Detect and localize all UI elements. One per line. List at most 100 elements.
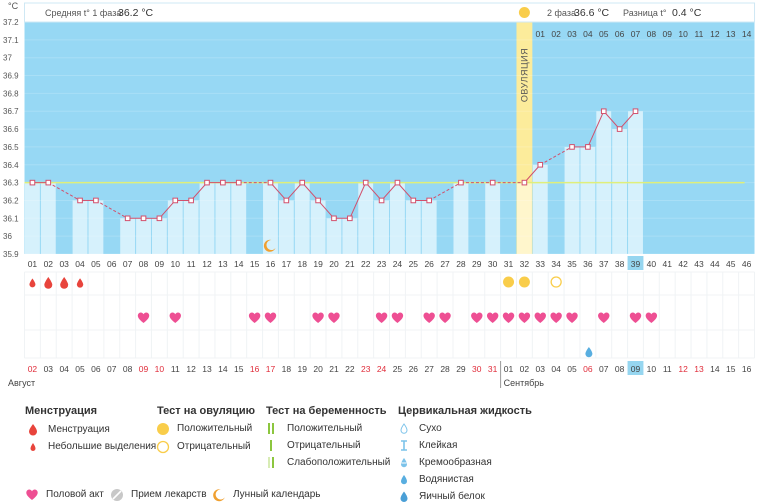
cycle-day-label[interactable]: 20	[329, 259, 339, 269]
date-label[interactable]: 27	[424, 364, 434, 374]
cycle-day-label[interactable]: 45	[726, 259, 736, 269]
intercourse-heart[interactable]	[312, 312, 324, 323]
date-label[interactable]: 25	[393, 364, 403, 374]
cycle-day-label[interactable]: 25	[409, 259, 419, 269]
cycle-day-label[interactable]: 44	[710, 259, 720, 269]
cervical-watery-drop[interactable]	[585, 347, 593, 358]
date-label[interactable]: 05	[567, 364, 577, 374]
cycle-day-label[interactable]: 27	[440, 259, 450, 269]
intercourse-heart[interactable]	[328, 312, 340, 323]
date-label[interactable]: 18	[282, 364, 292, 374]
cycle-day-label[interactable]: 32	[520, 259, 530, 269]
cycle-day-label[interactable]: 09	[155, 259, 165, 269]
date-label[interactable]: 26	[409, 364, 419, 374]
intercourse-heart[interactable]	[248, 312, 261, 323]
cycle-day-label[interactable]: 28	[456, 259, 466, 269]
intercourse-heart[interactable]	[629, 312, 642, 323]
intercourse-heart[interactable]	[550, 312, 562, 323]
date-label[interactable]: 22	[345, 364, 355, 374]
date-label[interactable]: 20	[313, 364, 323, 374]
menstruation-drop[interactable]	[29, 278, 36, 288]
intercourse-heart[interactable]	[471, 312, 483, 323]
intercourse-heart[interactable]	[502, 312, 515, 323]
date-label[interactable]: 02	[520, 364, 530, 374]
cycle-day-label[interactable]: 04	[75, 259, 85, 269]
date-label[interactable]: 12	[678, 364, 688, 374]
date-label[interactable]: 16	[250, 364, 260, 374]
date-label[interactable]: 07	[599, 364, 609, 374]
cycle-day-label[interactable]: 17	[282, 259, 292, 269]
date-label[interactable]: 11	[663, 364, 672, 374]
date-label[interactable]: 03	[44, 364, 54, 374]
menstruation-drop[interactable]	[76, 278, 84, 288]
date-label[interactable]: 29	[456, 364, 466, 374]
intercourse-heart[interactable]	[375, 312, 388, 323]
date-label[interactable]: 02	[28, 364, 38, 374]
cycle-day-label[interactable]: 34	[551, 259, 561, 269]
date-label[interactable]: 15	[726, 364, 736, 374]
date-label[interactable]: 15	[234, 364, 244, 374]
date-label[interactable]: 03	[536, 364, 546, 374]
date-label[interactable]: 30	[472, 364, 482, 374]
cycle-day-label[interactable]: 19	[313, 259, 323, 269]
intercourse-heart[interactable]	[137, 312, 150, 323]
date-label[interactable]: 11	[171, 364, 180, 374]
date-label[interactable]: 21	[329, 364, 339, 374]
date-label[interactable]: 13	[694, 364, 704, 374]
cycle-day-label[interactable]: 38	[615, 259, 625, 269]
cycle-day-label[interactable]: 06	[107, 259, 117, 269]
date-label[interactable]: 10	[155, 364, 165, 374]
cycle-day-label[interactable]: 36	[583, 259, 593, 269]
cycle-day-label[interactable]: 30	[488, 259, 498, 269]
cycle-day-label[interactable]: 31	[504, 259, 514, 269]
cycle-day-label[interactable]: 37	[599, 259, 609, 269]
intercourse-heart[interactable]	[486, 312, 499, 323]
date-label[interactable]: 10	[647, 364, 657, 374]
intercourse-heart[interactable]	[566, 312, 578, 323]
cycle-day-label[interactable]: 26	[424, 259, 434, 269]
date-label[interactable]: 16	[742, 364, 752, 374]
cycle-day-label[interactable]: 18	[297, 259, 307, 269]
date-label[interactable]: 06	[91, 364, 101, 374]
cycle-day-label[interactable]: 22	[361, 259, 371, 269]
cycle-day-label[interactable]: 21	[345, 259, 355, 269]
menstruation-drop[interactable]	[60, 277, 69, 289]
intercourse-heart[interactable]	[439, 312, 451, 323]
cycle-day-label[interactable]: 02	[44, 259, 54, 269]
cycle-day-label[interactable]: 11	[187, 259, 196, 269]
cycle-day-label[interactable]: 46	[742, 259, 752, 269]
cycle-day-label[interactable]: 35	[567, 259, 577, 269]
cycle-day-label[interactable]: 05	[91, 259, 101, 269]
cycle-day-label[interactable]: 24	[393, 259, 403, 269]
date-label[interactable]: 24	[377, 364, 387, 374]
cycle-day-label[interactable]: 16	[266, 259, 276, 269]
cycle-day-label[interactable]: 03	[59, 259, 69, 269]
cycle-day-label[interactable]: 14	[234, 259, 244, 269]
cycle-day-label[interactable]: 43	[694, 259, 704, 269]
date-label[interactable]: 08	[615, 364, 625, 374]
cycle-day-label[interactable]: 12	[202, 259, 212, 269]
ovulation-test-positive[interactable]	[518, 276, 530, 288]
ovulation-test-positive[interactable]	[503, 276, 515, 288]
date-label[interactable]: 09	[631, 364, 641, 374]
cycle-day-label[interactable]: 41	[663, 259, 673, 269]
menstruation-drop[interactable]	[44, 277, 53, 289]
date-label[interactable]: 23	[361, 364, 371, 374]
cycle-day-label[interactable]: 01	[28, 259, 38, 269]
date-label[interactable]: 09	[139, 364, 149, 374]
date-label[interactable]: 31	[488, 364, 498, 374]
date-label[interactable]: 13	[202, 364, 212, 374]
cycle-day-label[interactable]: 39	[631, 259, 641, 269]
cycle-day-label[interactable]: 40	[647, 259, 657, 269]
intercourse-heart[interactable]	[391, 312, 404, 323]
intercourse-heart[interactable]	[423, 312, 435, 323]
date-label[interactable]: 14	[218, 364, 228, 374]
intercourse-heart[interactable]	[645, 312, 658, 323]
date-label[interactable]: 05	[75, 364, 85, 374]
date-label[interactable]: 07	[107, 364, 117, 374]
date-label[interactable]: 19	[297, 364, 307, 374]
intercourse-heart[interactable]	[598, 312, 610, 323]
intercourse-heart[interactable]	[518, 312, 531, 323]
date-label[interactable]: 12	[186, 364, 196, 374]
date-label[interactable]: 04	[551, 364, 561, 374]
